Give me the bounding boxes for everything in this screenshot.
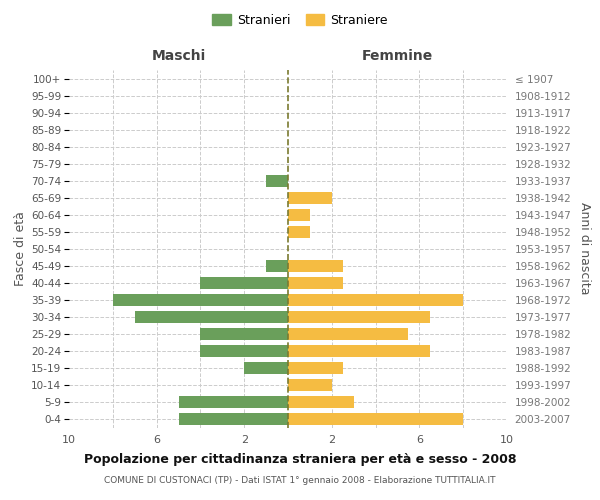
Bar [179,413,288,425]
Bar [134,310,288,323]
Legend: Stranieri, Straniere: Stranieri, Straniere [207,8,393,32]
Text: Maschi: Maschi [151,49,206,63]
Bar [113,294,288,306]
Text: Femmine: Femmine [362,49,433,63]
Bar [288,260,343,272]
Text: Popolazione per cittadinanza straniera per età e sesso - 2008: Popolazione per cittadinanza straniera p… [84,452,516,466]
Bar [266,174,288,187]
Bar [288,328,409,340]
Y-axis label: Anni di nascita: Anni di nascita [578,202,592,295]
Bar [200,328,288,340]
Bar [288,226,310,238]
Bar [288,192,332,204]
Bar [200,345,288,357]
Bar [288,310,430,323]
Bar [288,276,343,289]
Bar [288,413,463,425]
Bar [288,396,354,408]
Bar [288,208,310,221]
Bar [288,379,332,391]
Bar [179,396,288,408]
Bar [200,276,288,289]
Bar [244,362,288,374]
Text: COMUNE DI CUSTONACI (TP) - Dati ISTAT 1° gennaio 2008 - Elaborazione TUTTITALIA.: COMUNE DI CUSTONACI (TP) - Dati ISTAT 1°… [104,476,496,485]
Bar [266,260,288,272]
Bar [288,345,430,357]
Bar [288,362,343,374]
Bar [288,294,463,306]
Y-axis label: Fasce di età: Fasce di età [14,212,27,286]
